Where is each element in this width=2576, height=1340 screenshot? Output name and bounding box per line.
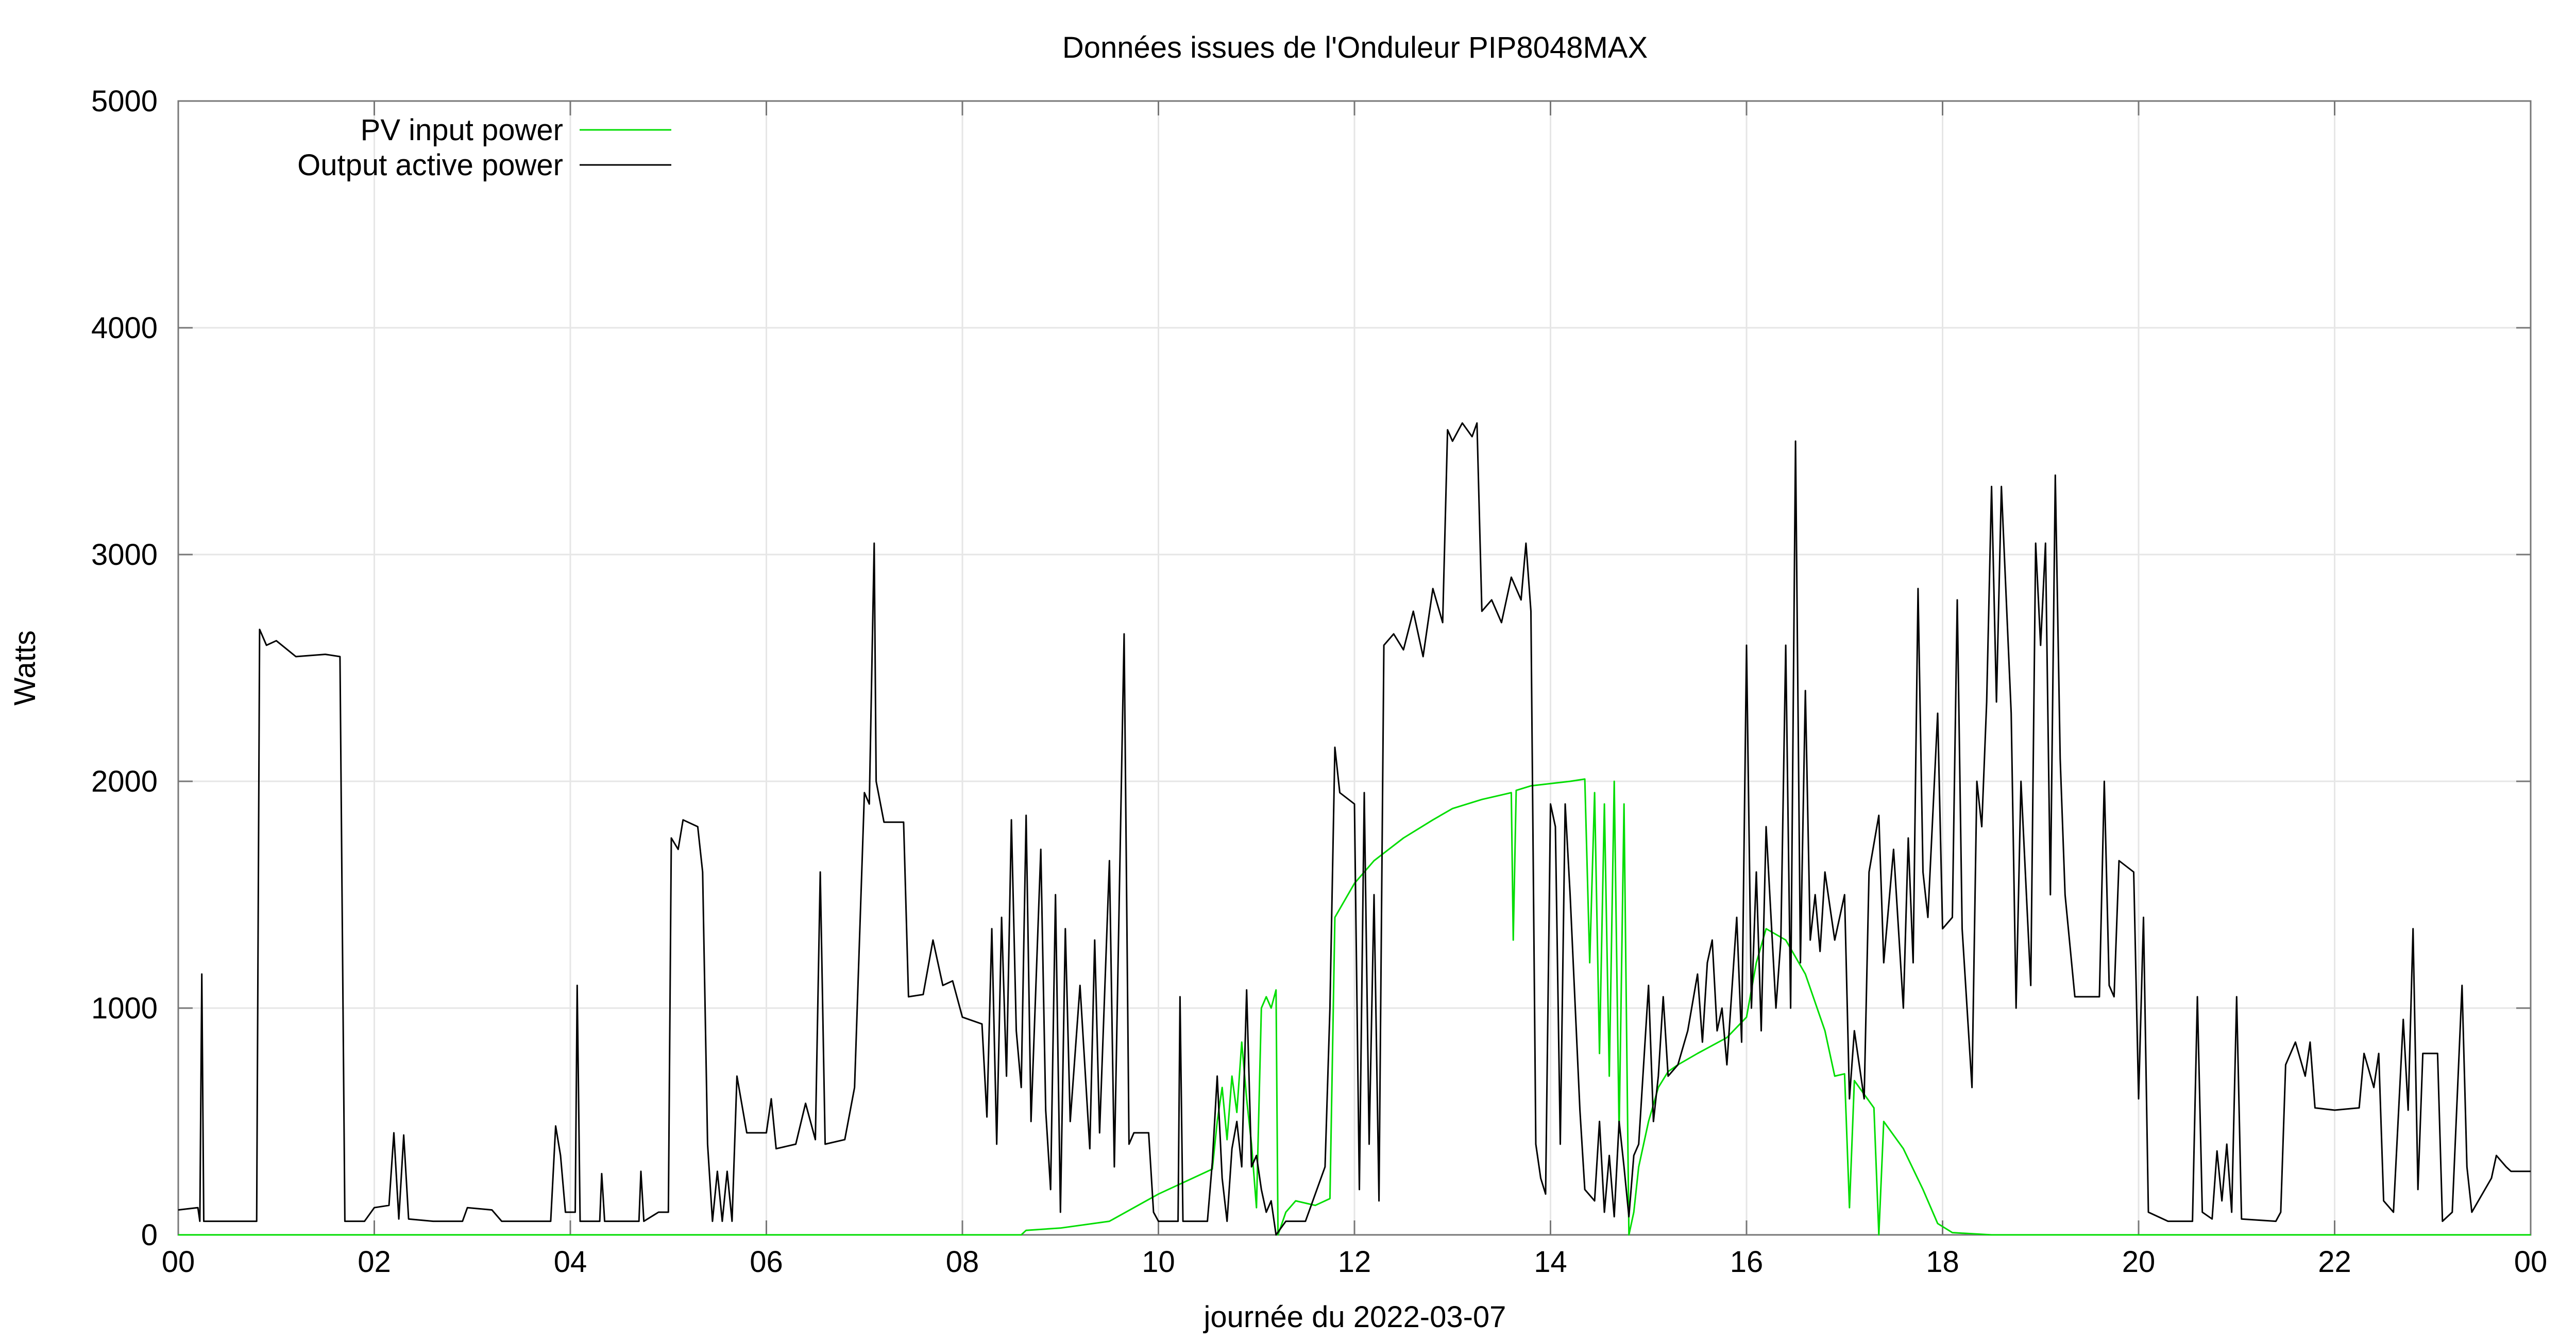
y-tick-label: 4000 — [91, 311, 158, 345]
x-tick-label: 10 — [1142, 1245, 1175, 1279]
x-tick-label: 00 — [2514, 1245, 2548, 1279]
legend-label-pv-input-power: PV input power — [361, 113, 563, 147]
x-tick-label: 18 — [1926, 1245, 1959, 1279]
x-tick-label: 16 — [1730, 1245, 1764, 1279]
x-tick-label: 02 — [358, 1245, 391, 1279]
y-tick-label: 3000 — [91, 538, 158, 572]
y-axis-label: Watts — [8, 630, 42, 706]
axis-ticks: 00 02 04 06 08 10 12 14 16 18 20 22 0001000200030004… — [91, 85, 2547, 1279]
x-tick-label: 06 — [750, 1245, 783, 1279]
x-tick-label: 08 — [946, 1245, 979, 1279]
x-tick-label: 04 — [554, 1245, 587, 1279]
grid — [178, 101, 2531, 1235]
y-tick-label: 1000 — [91, 992, 158, 1025]
series-line-pv-input-power — [178, 778, 2531, 1236]
x-tick-label: 12 — [1338, 1245, 1371, 1279]
x-tick-label: 22 — [2318, 1245, 2351, 1279]
x-tick-label: 20 — [2122, 1245, 2156, 1279]
series-layer — [178, 422, 2531, 1236]
plot-border — [177, 100, 2532, 1236]
series-line-output-active-power — [178, 422, 2531, 1236]
y-tick-label: 5000 — [91, 85, 158, 118]
legend-label-output-active-power: Output active power — [297, 148, 563, 182]
chart-title: Données issues de l'Onduleur PIP8048MAX — [1062, 31, 1648, 64]
x-tick-label: 00 — [162, 1245, 195, 1279]
x-axis-label: journée du 2022-03-07 — [1203, 1300, 1506, 1334]
y-tick-label: 2000 — [91, 765, 158, 798]
y-tick-label: 0 — [141, 1218, 158, 1252]
x-tick-label: 14 — [1534, 1245, 1567, 1279]
